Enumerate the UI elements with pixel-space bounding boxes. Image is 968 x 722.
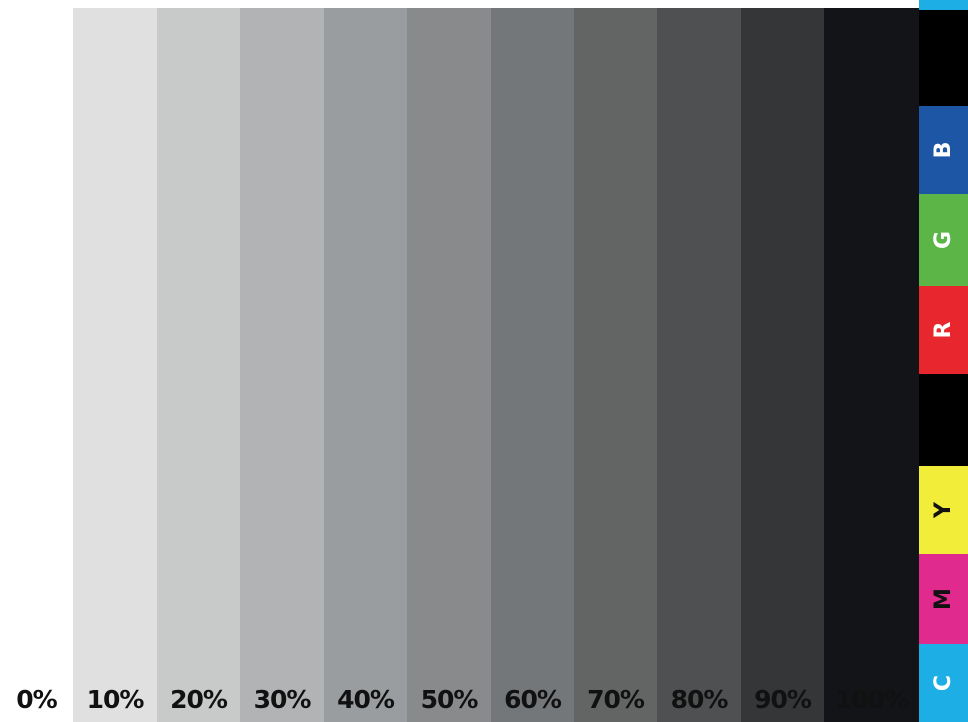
color-bar-red: R <box>919 286 968 374</box>
color-bar-cyan: C <box>919 644 968 722</box>
gray-swatch-20: 20% <box>157 8 240 722</box>
percent-label-50: 50% <box>420 685 479 714</box>
color-bar-black-mid <box>919 374 968 466</box>
color-bar-top-cyan <box>919 0 968 10</box>
gray-swatch-50: 50% <box>407 8 491 722</box>
percent-label-10: 10% <box>86 685 145 714</box>
gray-swatch-60: 60% <box>491 8 574 722</box>
color-bar-magenta: M <box>919 554 968 644</box>
color-bar-black-top <box>919 10 968 106</box>
color-letter-y: Y <box>930 502 956 518</box>
percent-label-100: 100% <box>834 685 909 714</box>
color-bar-green: G <box>919 194 968 286</box>
percent-label-30: 30% <box>253 685 312 714</box>
gray-swatch-70: 70% <box>574 8 657 722</box>
percent-label-80: 80% <box>670 685 729 714</box>
percent-label-0: 0% <box>16 685 57 714</box>
color-bar-blue: B <box>919 106 968 194</box>
color-letter-c: C <box>930 674 956 692</box>
percent-label-70: 70% <box>587 685 645 714</box>
color-bar-yellow: Y <box>919 466 968 554</box>
gray-swatch-30: 30% <box>240 8 324 722</box>
color-bar: B G R Y M C <box>919 0 968 722</box>
color-letter-m: M <box>930 588 956 610</box>
percent-label-60: 60% <box>504 685 562 714</box>
color-letter-r: R <box>930 321 956 339</box>
percent-label-90: 90% <box>754 685 812 714</box>
gray-swatch-80: 80% <box>657 8 741 722</box>
gray-swatch-10: 10% <box>73 8 157 722</box>
percent-label-20: 20% <box>170 685 228 714</box>
gray-swatch-100: 100% <box>824 8 919 722</box>
gray-ramp: 0% 10% 20% 30% 40% 50% 60% 70% 80% 90% 1… <box>0 8 919 722</box>
color-letter-g: G <box>930 230 956 250</box>
percent-label-40: 40% <box>337 685 395 714</box>
gray-swatch-0: 0% <box>0 8 73 722</box>
gray-swatch-40: 40% <box>324 8 407 722</box>
gray-swatch-90: 90% <box>741 8 824 722</box>
color-letter-b: B <box>930 141 956 159</box>
